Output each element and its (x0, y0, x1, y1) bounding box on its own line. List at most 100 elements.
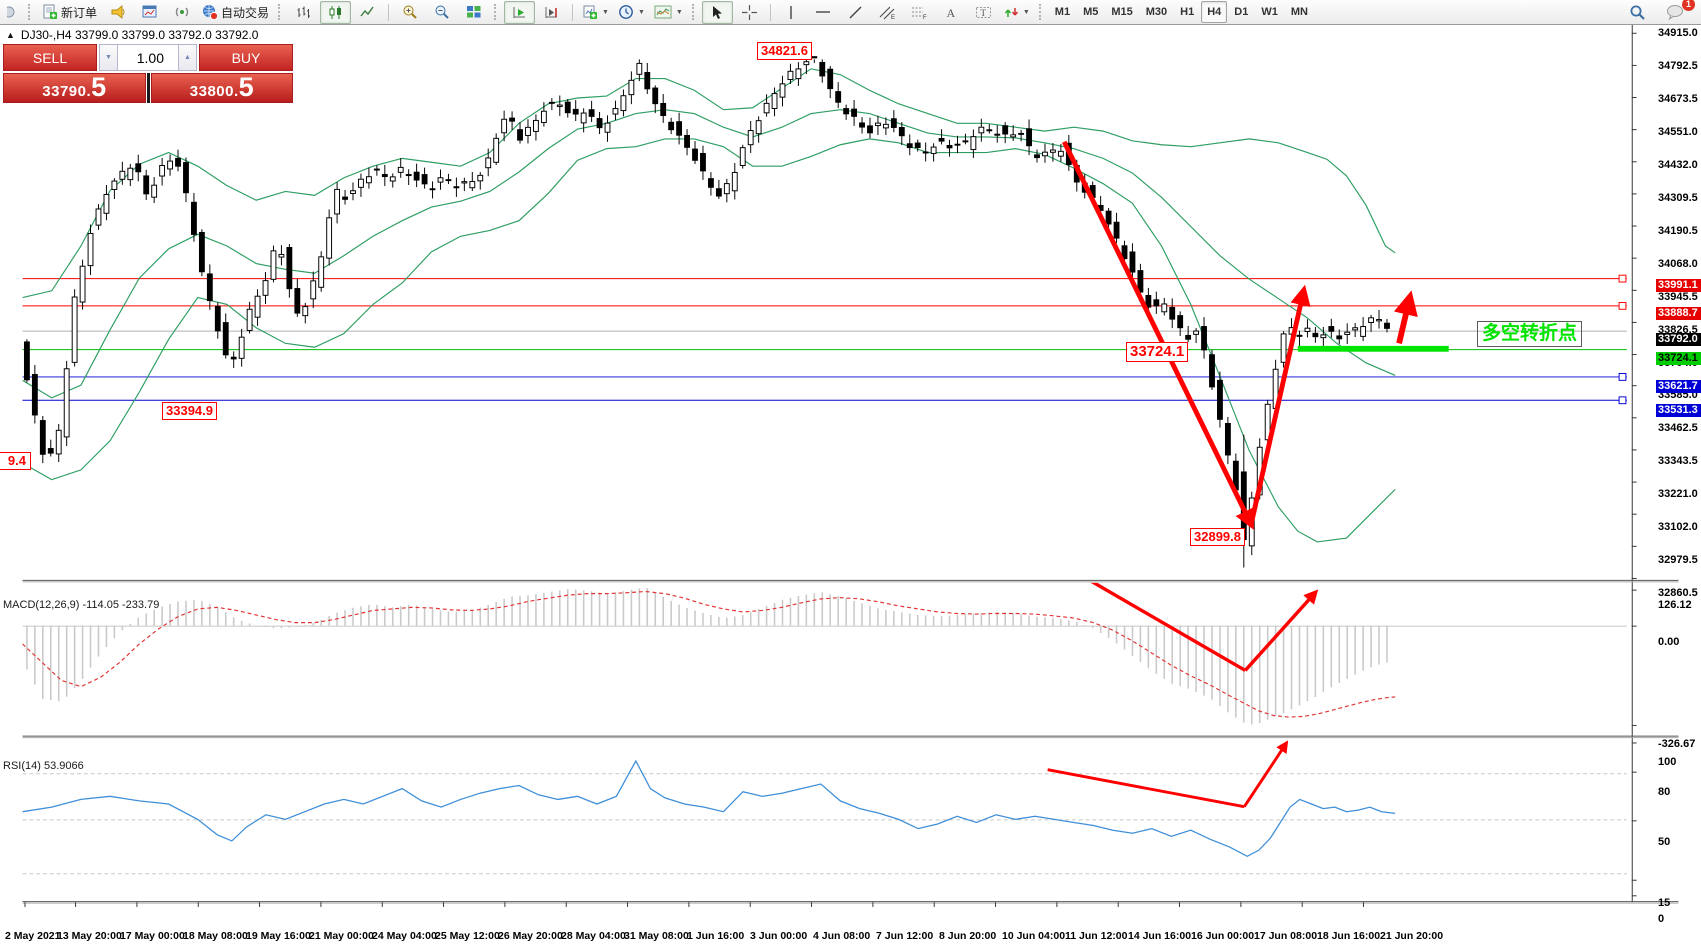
search-icon (1630, 5, 1645, 20)
volume-increase-button[interactable]: ▲ (178, 44, 197, 71)
annotation-left-low-price[interactable]: 33394.9 (162, 402, 217, 420)
template-icon (654, 5, 672, 19)
time-axis-label: 2 May 2021 (5, 930, 61, 942)
svg-text:E: E (891, 15, 895, 20)
tile-windows-icon (466, 6, 481, 18)
toolbar-grip[interactable] (278, 4, 283, 20)
symbol-ohlc-text: DJ30-,H4 33799.0 33799.0 33792.0 33792.0 (20, 28, 259, 42)
price-axis-label: 33221.0 (1658, 488, 1698, 500)
volume-decrease-button[interactable]: ▼ (99, 44, 118, 71)
tab-timeframe-M1[interactable]: M1 (1054, 6, 1071, 18)
tab-timeframe-M5[interactable]: M5 (1083, 6, 1099, 18)
auto-trading-button[interactable]: 自动交易 (198, 1, 273, 24)
buy-price[interactable]: 33800. 5 (150, 73, 293, 103)
cursor-tool-button[interactable] (701, 0, 733, 24)
line-chart-button[interactable] (352, 1, 383, 24)
price-axis-label: 34068.0 (1658, 258, 1698, 270)
new-order-button[interactable]: 新订单 (38, 1, 101, 24)
fibonacci-tool-button[interactable]: F (904, 1, 935, 24)
time-axis-label: 26 May 20:00 (498, 930, 563, 942)
fibonacci-icon: F (911, 7, 927, 20)
new-order-label: 新订单 (61, 5, 98, 20)
toolbar-grip[interactable] (1038, 4, 1044, 20)
search-button[interactable] (1622, 1, 1653, 24)
market-watch-button[interactable] (134, 1, 165, 24)
alerts-button[interactable] (102, 1, 133, 24)
rsi-scale-label: 80 (1658, 786, 1671, 798)
candlestick-chart-button[interactable] (320, 0, 352, 24)
one-click-toggle[interactable]: ▲ (6, 30, 15, 40)
buy-label: BUY (231, 49, 261, 66)
channel-tool-button[interactable]: E (872, 1, 903, 24)
sell-label: SELL (32, 49, 68, 66)
tab-timeframe-H4[interactable]: H4 (1201, 1, 1228, 23)
sell-price[interactable]: 33790. 5 (3, 73, 146, 103)
chart-shift-icon (545, 6, 557, 18)
annotation-left-edge-price[interactable]: 9.4 (0, 452, 31, 470)
chart-canvas[interactable] (0, 25, 1701, 944)
buy-button[interactable]: BUY (199, 44, 293, 71)
time-axis-label: 7 Jun 12:00 (876, 930, 934, 942)
chart-window-icon (142, 5, 157, 18)
price-divider (146, 73, 150, 103)
time-axis-label: 3 Jun 00:00 (750, 930, 808, 942)
tile-windows-button[interactable] (458, 1, 489, 24)
tab-timeframe-D1[interactable]: D1 (1234, 6, 1249, 18)
notifications-button[interactable]: 1 (1659, 0, 1695, 24)
price-axis-current-black-label: 33792.0 (1656, 333, 1701, 346)
time-axis-label: 14 Jun 16:00 (1128, 930, 1192, 942)
annotation-swing-low-price[interactable]: 32899.8 (1190, 528, 1245, 546)
tab-timeframe-MN[interactable]: MN (1290, 6, 1308, 18)
sell-button[interactable]: SELL (3, 44, 97, 71)
price-axis-current-green-label: 33724.1 (1656, 352, 1701, 365)
annotation-high-price[interactable]: 34821.6 (757, 42, 812, 60)
crosshair-tool-button[interactable] (734, 1, 765, 24)
chart-window[interactable]: ▲ DJ30-,H4 33799.0 33799.0 33792.0 33792… (0, 25, 1701, 944)
text-label-tool-button[interactable]: T (968, 1, 999, 24)
signals-button[interactable] (166, 1, 197, 24)
text-tool-button[interactable]: A (936, 1, 967, 24)
period-button[interactable]: ▼ (614, 1, 649, 24)
annotation-turning-point-text[interactable]: 多空转折点 (1477, 321, 1583, 347)
tab-timeframe-M30[interactable]: M30 (1145, 6, 1168, 18)
new-chart-button[interactable]: ▼ (578, 1, 613, 24)
auto-scroll-button[interactable] (504, 0, 536, 24)
clock-icon (619, 5, 633, 19)
time-axis-label: 28 May 04:00 (561, 930, 626, 942)
vertical-line-tool-button[interactable] (776, 1, 807, 24)
time-axis-label: 17 Jun 08:00 (1254, 930, 1318, 942)
tab-timeframe-M15[interactable]: M15 (1111, 6, 1133, 18)
time-axis-label: 11 Jun 12:00 (1065, 930, 1128, 942)
price-axis-label: 33102.0 (1658, 521, 1698, 533)
toolbar-grip[interactable] (28, 4, 33, 20)
equidistant-channel-icon: E (879, 6, 895, 20)
dropdown-caret-icon: ▼ (602, 8, 609, 16)
annotation-level-price[interactable]: 33724.1 (1126, 342, 1189, 362)
dropdown-caret-icon: ▼ (675, 8, 683, 16)
sell-price-main: 33790 (42, 83, 87, 100)
template-button[interactable]: ▼ (650, 1, 687, 24)
arrows-tool-icon (1004, 7, 1018, 17)
arrows-tool-button[interactable]: ▼ (1000, 1, 1034, 24)
tab-timeframe-W1[interactable]: W1 (1261, 6, 1278, 18)
trendline-tool-button[interactable] (840, 1, 871, 24)
bar-chart-button[interactable] (288, 1, 319, 24)
price-axis-current-red-label: 33991.1 (1656, 279, 1701, 292)
price-axis-label: 32979.5 (1658, 554, 1698, 566)
candlestick-chart-icon (329, 5, 342, 19)
chart-shift-button[interactable] (536, 1, 567, 24)
toolbar-grip[interactable] (691, 4, 697, 20)
dropdown-caret-icon: ▼ (1022, 8, 1030, 16)
volume-input[interactable]: 1.00 (118, 44, 178, 71)
rsi-scale-label: 0 (1658, 913, 1665, 925)
signal-icon (175, 7, 188, 17)
time-axis-label: 21 May 00:00 (309, 930, 374, 942)
time-axis-label: 25 May 12:00 (435, 930, 500, 942)
toolbar-grip[interactable] (494, 4, 499, 20)
tab-timeframe-H1[interactable]: H1 (1180, 6, 1195, 18)
price-axis-label: 33945.5 (1658, 291, 1698, 303)
zoom-out-button[interactable] (426, 1, 457, 24)
zoom-in-button[interactable] (394, 1, 425, 24)
horizontal-line-tool-button[interactable] (808, 1, 839, 24)
auto-trading-icon (203, 5, 219, 20)
